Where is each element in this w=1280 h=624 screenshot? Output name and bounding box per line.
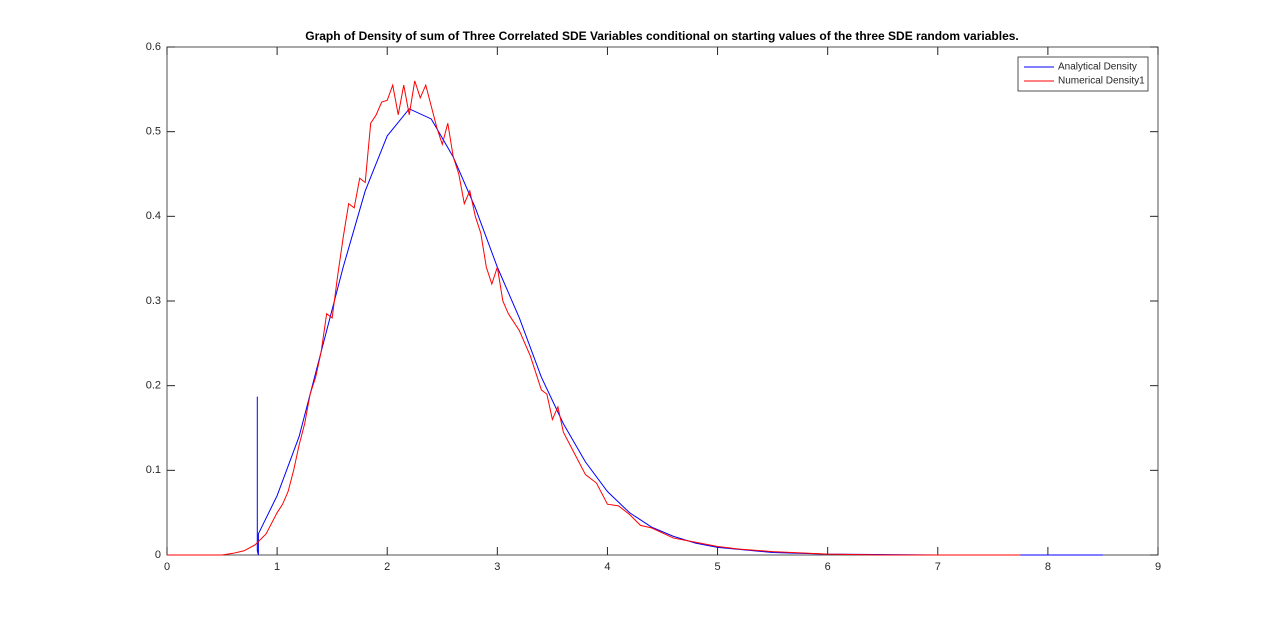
y-tick-label: 0 [155, 549, 161, 561]
y-tick-label: 0.5 [146, 126, 161, 138]
legend-box [1017, 56, 1149, 92]
chart-title: Graph of Density of sum of Three Correla… [305, 29, 1019, 43]
plot-area [166, 46, 1159, 556]
x-tick-label: 2 [384, 561, 390, 573]
y-tick-label: 0.1 [146, 464, 161, 476]
x-tick-label: 0 [164, 561, 170, 573]
x-tick-label: 9 [1155, 561, 1161, 573]
y-tick-label: 0.2 [146, 380, 161, 392]
x-tick-label: 1 [274, 561, 280, 573]
x-tick-label: 8 [1045, 561, 1051, 573]
y-tick-label: 0.4 [146, 210, 161, 222]
x-tick-label: 3 [494, 561, 500, 573]
legend-label: Numerical Density1 [1058, 76, 1145, 87]
x-tick-label: 4 [604, 561, 610, 573]
x-tick-label: 5 [714, 561, 720, 573]
y-tick-label: 0.3 [146, 295, 161, 307]
legend-label: Analytical Density [1058, 62, 1137, 73]
data-line [167, 80, 1021, 556]
y-tick-label: 0.6 [146, 41, 161, 53]
x-tick-label: 7 [935, 561, 941, 573]
x-tick-label: 6 [825, 561, 831, 573]
